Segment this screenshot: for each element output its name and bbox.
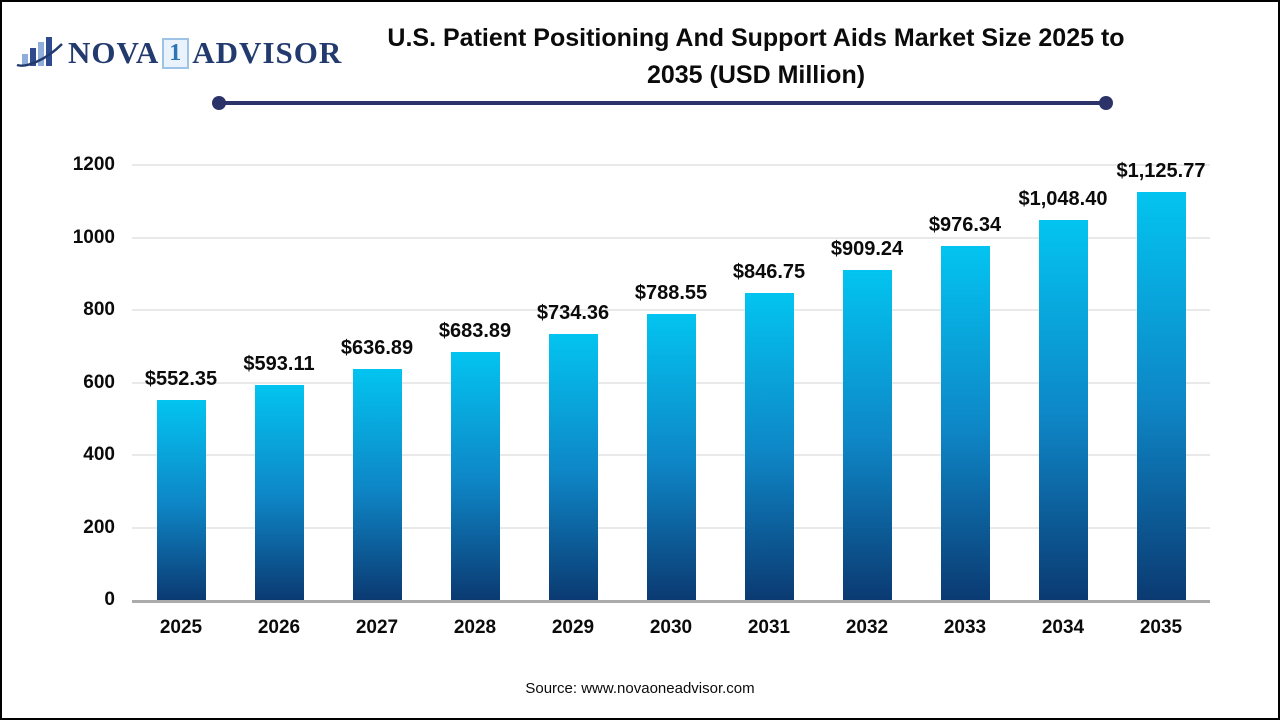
x-axis-label-2025: 2025: [159, 617, 203, 638]
bar-2035: [1136, 191, 1186, 600]
x-axis-label-2033: 2033: [943, 617, 987, 638]
x-axis-label-2028: 2028: [453, 617, 497, 638]
x-axis-line: [132, 600, 1210, 603]
gridline-800: [132, 309, 1210, 311]
bar-value-label-2034: $1,048.40: [1018, 187, 1108, 210]
brand-one-badge: 1: [162, 37, 190, 69]
bar-2033: [940, 246, 990, 600]
y-axis-tick-label-0: 0: [104, 589, 115, 610]
brand-name: NOVA 1 ADVISOR: [68, 35, 342, 71]
bar-value-label-2031: $846.75: [732, 261, 806, 284]
x-axis-label-2031: 2031: [747, 617, 791, 638]
x-axis-label-2030: 2030: [649, 617, 693, 638]
x-axis-label-2026: 2026: [257, 617, 301, 638]
chart-title-line1: U.S. Patient Positioning And Support Aid…: [387, 24, 1125, 52]
bar-value-label-2030: $788.55: [634, 282, 708, 305]
bar-2030: [646, 314, 696, 600]
bar-2034: [1038, 219, 1088, 600]
x-axis-label-2034: 2034: [1041, 617, 1085, 638]
bar-value-label-2035: $1,125.77: [1116, 159, 1206, 182]
bar-value-label-2032: $909.24: [830, 238, 904, 261]
brand-name-nova: NOVA: [68, 35, 160, 70]
gridline-1200: [132, 164, 1210, 166]
x-axis-label-2032: 2032: [845, 617, 889, 638]
x-axis-label-2035: 2035: [1139, 617, 1183, 638]
brand-name-advisor: ADVISOR: [192, 35, 343, 70]
bar-2025: [156, 399, 206, 600]
y-axis-tick-label-400: 400: [83, 444, 115, 465]
title-underline: [212, 96, 1113, 110]
y-axis-tick-label-600: 600: [83, 371, 115, 393]
x-axis-label-2029: 2029: [551, 617, 595, 638]
y-axis-tick-label-1200: 1200: [72, 154, 115, 175]
bar-2028: [450, 352, 500, 600]
bar-value-label-2027: $636.89: [340, 337, 414, 360]
chart-title-line2: 2035 (USD Million): [646, 61, 866, 89]
bar-chart-swoosh-icon: [16, 37, 63, 67]
bar-2029: [548, 333, 598, 600]
x-axis-label-2027: 2027: [355, 617, 399, 638]
gridline-1000: [132, 236, 1210, 239]
y-axis-tick-label-800: 800: [83, 299, 115, 320]
y-axis-tick-label-1000: 1000: [72, 226, 115, 248]
bar-2031: [744, 293, 794, 600]
bar-2027: [352, 369, 402, 600]
bar-2032: [842, 270, 892, 600]
source-text: Source: www.novaoneadvisor.com: [525, 680, 755, 697]
bar-value-label-2028: $683.89: [438, 320, 512, 343]
bar-value-label-2033: $976.34: [928, 214, 1002, 237]
bar-value-label-2025: $552.35: [144, 367, 218, 390]
y-axis-tick-label-200: 200: [83, 516, 115, 538]
bar-2026: [254, 384, 304, 600]
bar-value-label-2029: $734.36: [536, 301, 610, 324]
brand-logo: NOVA 1 ADVISOR: [16, 32, 342, 74]
bar-value-label-2026: $593.11: [243, 352, 315, 375]
chart-title: U.S. Patient Positioning And Support Aid…: [254, 20, 1258, 94]
